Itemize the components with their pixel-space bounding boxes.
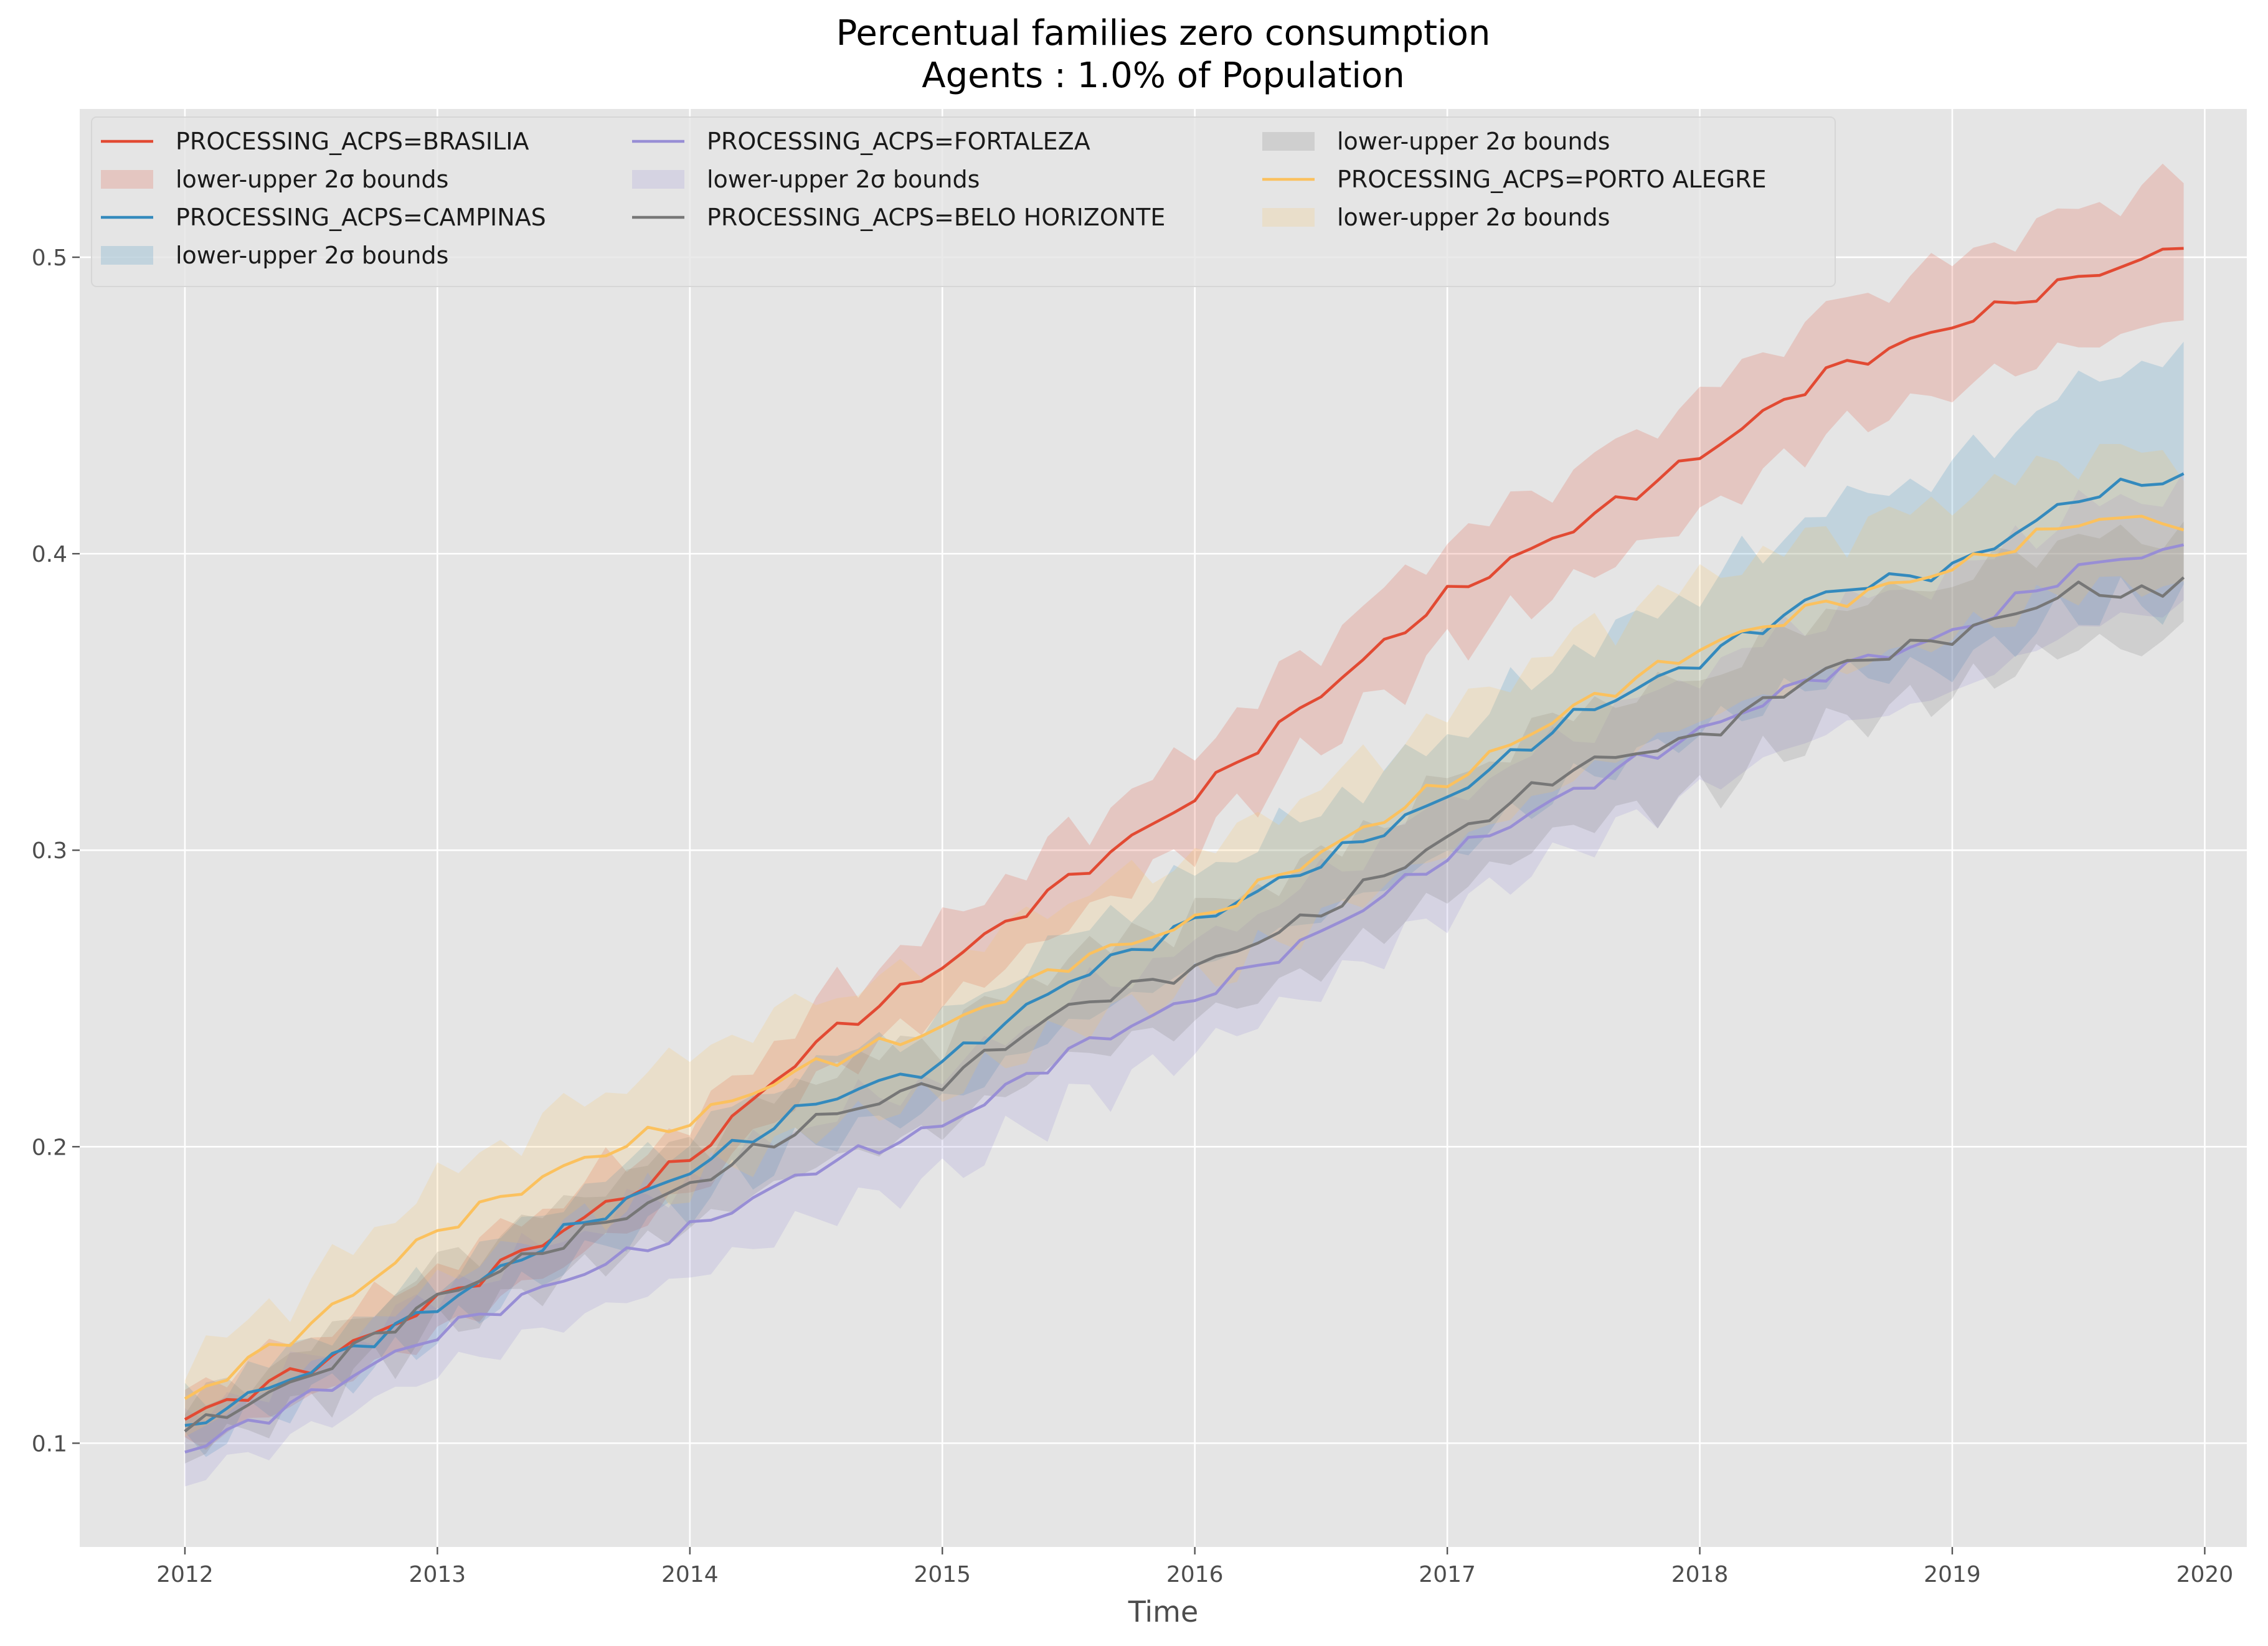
chart-title: Percentual families zero consumption [836, 13, 1491, 54]
legend-label: PROCESSING_ACPS=FORTALEZA [707, 128, 1090, 155]
y-tick-label: 0.2 [32, 1135, 67, 1160]
legend-band-swatch [1262, 208, 1315, 227]
x-tick-label: 2013 [409, 1562, 466, 1587]
chart-subtitle: Agents : 1.0% of Population [922, 55, 1404, 96]
legend-label: lower-upper 2σ bounds [176, 166, 448, 193]
grid-lines [80, 109, 2247, 1547]
legend-label: lower-upper 2σ bounds [707, 166, 980, 193]
x-tick-label: 2020 [2176, 1562, 2234, 1587]
series-lines [184, 247, 2185, 1454]
x-axis-label: Time [1128, 1595, 1199, 1629]
y-tick-label: 0.4 [32, 542, 67, 567]
legend-label: PROCESSING_ACPS=PORTO ALEGRE [1337, 166, 1767, 193]
x-axis-ticks: 2012 2013 2014 2015 2016 2017 2018 2019 2020 [156, 1547, 2233, 1587]
y-tick-label: 0.3 [32, 838, 67, 864]
x-tick-label: 2017 [1419, 1562, 1476, 1587]
legend-band-swatch [632, 170, 684, 189]
x-tick-label: 2012 [156, 1562, 214, 1587]
legend-label: lower-upper 2σ bounds [1337, 204, 1610, 231]
y-tick-label: 0.1 [32, 1431, 67, 1457]
legend-band-swatch [1262, 132, 1315, 151]
legend-label: lower-upper 2σ bounds [176, 242, 448, 269]
legend-label: PROCESSING_ACPS=BRASILIA [176, 128, 529, 155]
x-tick-label: 2016 [1166, 1562, 1224, 1587]
band-porto-alegre [184, 443, 2184, 1437]
band-campinas [184, 341, 2184, 1457]
x-tick-label: 2014 [661, 1562, 719, 1587]
legend-label: PROCESSING_ACPS=BELO HORIZONTE [707, 204, 1165, 231]
line-porto-alegre [184, 514, 2185, 1400]
legend-label: lower-upper 2σ bounds [1337, 128, 1610, 155]
x-tick-label: 2018 [1671, 1562, 1729, 1587]
line-belo-horizonte [184, 576, 2185, 1433]
x-tick-label: 2015 [914, 1562, 971, 1587]
y-axis-ticks: 0.1 0.2 0.3 0.4 0.5 [32, 245, 80, 1457]
legend-band-swatch [101, 170, 153, 189]
line-brasilia [184, 247, 2184, 1421]
legend-label: PROCESSING_ACPS=CAMPINAS [176, 204, 546, 231]
legend-frame [91, 116, 1836, 287]
y-tick-label: 0.5 [32, 245, 67, 271]
x-tick-label: 2019 [1924, 1562, 1981, 1587]
legend-band-swatch [101, 246, 153, 265]
band-fortaleza [184, 470, 2184, 1487]
legend: PROCESSING_ACPS=BRASILIA lower-upper 2σ b… [91, 116, 1836, 287]
